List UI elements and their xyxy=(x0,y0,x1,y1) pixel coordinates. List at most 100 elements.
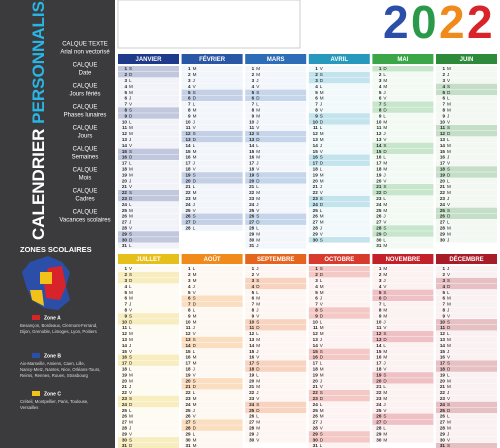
day-letter: D xyxy=(383,107,387,112)
day-number: 5 xyxy=(442,90,445,95)
day-number: 1 xyxy=(124,66,127,71)
day-number: 26 xyxy=(185,214,191,219)
day-number: 20 xyxy=(249,378,255,383)
day-letter: M xyxy=(129,372,133,377)
day-letter: V xyxy=(193,290,197,295)
day-number: 31 xyxy=(376,243,382,248)
day-row xyxy=(436,148,497,155)
day-row xyxy=(372,348,434,355)
month-header xyxy=(372,54,434,64)
day-row xyxy=(436,160,497,166)
day-letter: M xyxy=(383,84,387,89)
day-letter: L xyxy=(129,325,132,330)
day-letter: M xyxy=(383,78,387,83)
day-number: 21 xyxy=(249,184,255,189)
day-number: 4 xyxy=(124,84,127,89)
day-letter: S xyxy=(193,378,196,383)
day-letter: M xyxy=(129,290,133,295)
day-number: 10 xyxy=(376,319,382,324)
day-number: 15 xyxy=(376,349,382,354)
day-letter: L xyxy=(447,220,450,225)
day-row xyxy=(181,360,243,366)
month-name: JUILLET xyxy=(136,257,161,263)
day-row xyxy=(372,77,434,84)
zone-cities-line: Nancy-Metz, Nantes, Nice, Orléans-Tours, xyxy=(20,367,100,372)
day-row xyxy=(118,178,179,184)
day-row xyxy=(245,243,307,249)
month-name: DÉCEMBRE xyxy=(449,255,483,263)
day-row xyxy=(245,330,307,337)
day-row xyxy=(436,83,497,90)
day-row xyxy=(372,195,434,202)
day-row xyxy=(245,71,307,78)
day-number: 2 xyxy=(315,272,318,277)
day-row xyxy=(118,330,179,337)
day-letter: M xyxy=(320,178,324,183)
day-number: 30 xyxy=(440,237,446,242)
day-number: 4 xyxy=(252,284,255,289)
day-letter: L xyxy=(447,372,450,377)
day-number: 26 xyxy=(122,414,128,419)
day-letter: M xyxy=(193,196,197,201)
day-letter: V xyxy=(447,78,451,83)
day-row xyxy=(181,154,243,160)
day-letter: J xyxy=(129,220,131,225)
day-row xyxy=(308,336,370,343)
day-number: 17 xyxy=(313,361,319,366)
day-row xyxy=(118,266,179,272)
day-number: 24 xyxy=(440,402,446,407)
day-row xyxy=(436,101,497,107)
day-row xyxy=(308,360,370,366)
day-letter: L xyxy=(193,143,196,148)
day-number: 26 xyxy=(313,414,319,419)
day-letter: D xyxy=(447,214,451,219)
day-number: 27 xyxy=(376,220,382,225)
day-number: 11 xyxy=(313,325,318,330)
day-number: 13 xyxy=(185,337,191,342)
day-number: 25 xyxy=(249,208,255,213)
custom-box xyxy=(117,0,301,49)
day-row xyxy=(245,231,307,237)
day-letter: S xyxy=(320,349,323,354)
month-header xyxy=(308,254,370,264)
day-row xyxy=(245,401,307,408)
day-number: 10 xyxy=(440,119,446,124)
day-letter: J xyxy=(447,390,449,395)
day-number: 24 xyxy=(313,402,319,407)
day-letter: M xyxy=(256,420,260,425)
day-letter: V xyxy=(193,372,197,377)
day-letter: M xyxy=(320,325,324,330)
day-row xyxy=(118,207,179,214)
day-letter: L xyxy=(383,343,386,348)
day-number: 22 xyxy=(122,190,128,195)
layer-sub: Cadres xyxy=(75,197,94,203)
day-letter: D xyxy=(256,408,260,413)
layer-label: CALQUE xyxy=(73,210,98,216)
day-row xyxy=(308,178,370,184)
day-number: 15 xyxy=(440,149,446,154)
day-row xyxy=(372,136,434,143)
layer-sub: Mois xyxy=(79,176,92,182)
day-letter: M xyxy=(129,172,133,177)
day-row xyxy=(372,342,434,349)
day-number: 1 xyxy=(442,266,445,271)
day-letter: V xyxy=(129,184,133,189)
day-row xyxy=(436,142,497,149)
day-number: 27 xyxy=(249,220,255,225)
day-row xyxy=(245,313,307,319)
day-letter: S xyxy=(447,443,450,448)
day-row xyxy=(308,330,370,337)
day-letter: M xyxy=(447,66,451,71)
day-letter: M xyxy=(129,90,133,95)
day-number: 26 xyxy=(249,414,255,419)
zone-cities-line: Versailles xyxy=(20,405,38,410)
day-letter: D xyxy=(193,302,197,307)
day-row xyxy=(245,283,307,290)
day-number: 2 xyxy=(124,72,127,77)
day-number: 15 xyxy=(185,349,191,354)
day-letter: V xyxy=(193,84,197,89)
day-letter: J xyxy=(193,202,195,207)
day-number: 24 xyxy=(313,202,319,207)
day-row xyxy=(436,213,497,219)
day-row xyxy=(245,83,307,90)
